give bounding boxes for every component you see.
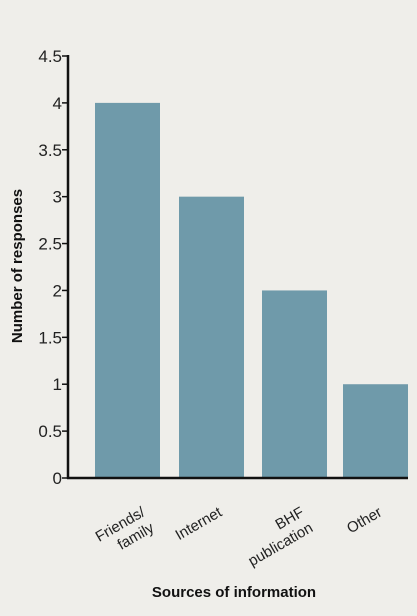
bar-1 <box>179 196 244 478</box>
bar-2 <box>262 290 327 478</box>
y-axis-ticks: 0 0.5 1 1.5 2 2.5 3 3.5 4 4.5 <box>38 47 68 488</box>
bar-0 <box>95 102 160 478</box>
y-tick-label-9: 4.5 <box>38 47 62 66</box>
y-tick-label-8: 4 <box>53 94 62 113</box>
y-tick-label-6: 3 <box>53 188 62 207</box>
y-tick-label-2: 1 <box>53 375 62 394</box>
y-tick-label-3: 1.5 <box>38 328 62 347</box>
bar-3 <box>343 384 408 478</box>
x-tick-label-line-1-0: Internet <box>172 503 225 544</box>
y-tick-label-4: 2 <box>53 281 62 300</box>
y-tick-label-0: 0 <box>53 469 62 488</box>
x-axis-title: Sources of information <box>152 584 316 601</box>
x-tick-label-line-3-0: Other <box>344 504 385 537</box>
x-tick-label-0: Friends/family <box>93 503 158 561</box>
x-tick-label-3: Other <box>344 504 385 537</box>
y-axis-title: Number of responses <box>9 189 26 343</box>
x-tick-label-2: BHFpublication <box>236 504 316 570</box>
bars <box>95 102 408 478</box>
y-tick-label-5: 2.5 <box>38 235 62 254</box>
y-tick-label-7: 3.5 <box>38 141 62 160</box>
x-tick-label-1: Internet <box>172 503 225 544</box>
x-axis-labels: Friends/family Internet BHFpublication Othe… <box>93 503 385 570</box>
y-tick-label-1: 0.5 <box>38 422 62 441</box>
